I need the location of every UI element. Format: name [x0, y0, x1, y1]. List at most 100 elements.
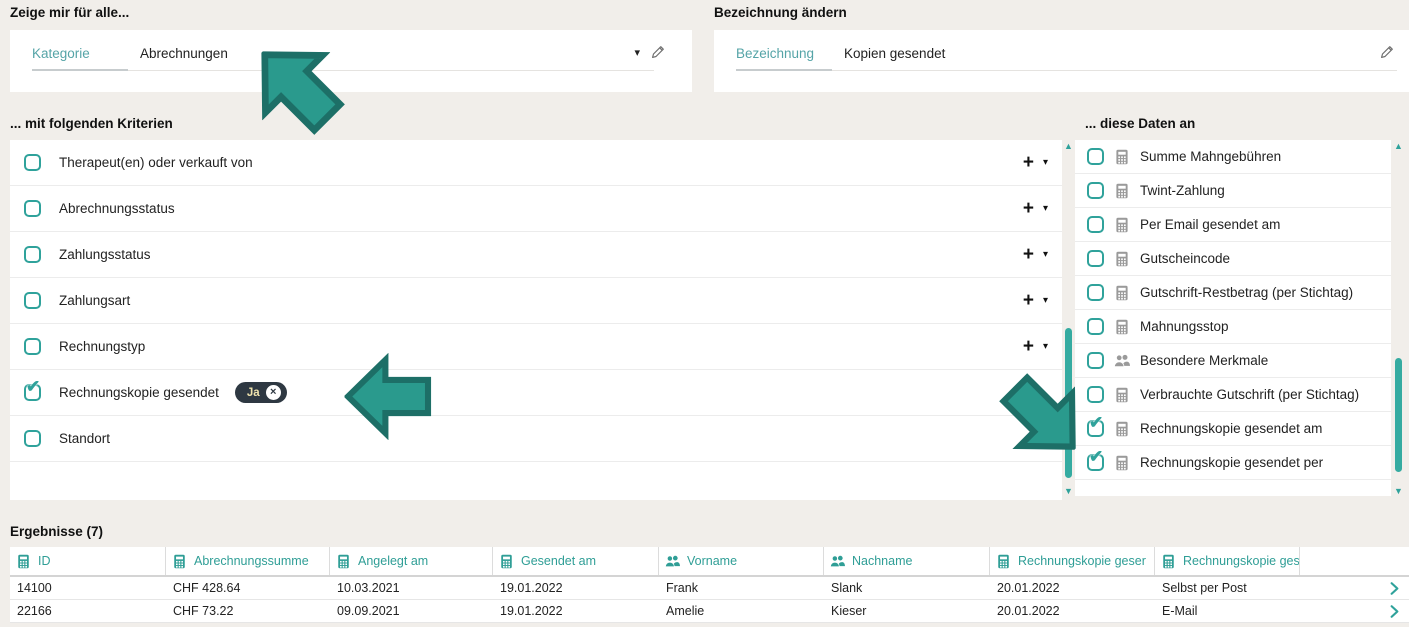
column-header-empty: [1300, 547, 1409, 575]
scroll-down-icon[interactable]: ▼: [1064, 486, 1073, 496]
data-field-label: Summe Mahngebühren: [1140, 149, 1282, 164]
data-field-row[interactable]: ✔ Gutschrift-Restbetrag (per Stichtag): [1075, 276, 1391, 310]
data-field-checkbox[interactable]: ✔: [1087, 318, 1104, 335]
rename-card: Bezeichnung Kopien gesendet: [714, 30, 1409, 92]
category-edit-pencil-icon[interactable]: [650, 44, 666, 60]
criteria-checkbox[interactable]: ✔: [24, 430, 41, 447]
criteria-row[interactable]: ✔ Abrechnungsstatus + ▾: [10, 186, 1062, 232]
scrollbar-thumb[interactable]: [1395, 358, 1402, 472]
criteria-row[interactable]: ✔ Zahlungsstatus + ▾: [10, 232, 1062, 278]
cell-sum: CHF 428.64: [173, 581, 241, 595]
data-field-label: Rechnungskopie gesendet am: [1140, 421, 1323, 436]
data-field-checkbox-checked[interactable]: ✔: [1087, 413, 1104, 437]
cell-sum: CHF 73.22: [173, 604, 234, 618]
calculator-icon: [1114, 455, 1130, 471]
calculator-icon: [996, 554, 1011, 569]
open-row-chevron-icon[interactable]: [1388, 605, 1401, 618]
add-criterion-button[interactable]: +: [1022, 198, 1034, 219]
cell-copy-sent-via: Selbst per Post: [1162, 581, 1247, 595]
category-value[interactable]: Abrechnungen: [140, 46, 228, 61]
criteria-checkbox[interactable]: ✔: [24, 200, 41, 217]
data-fields-panel: ✔ Summe Mahngebühren ✔ Twint-Zahlung ✔ P…: [1075, 140, 1391, 496]
calculator-icon: [499, 554, 514, 569]
scrollbar-thumb[interactable]: [1065, 328, 1072, 478]
criteria-label: Zahlungsstatus: [59, 247, 151, 262]
data-field-checkbox[interactable]: ✔: [1087, 148, 1104, 165]
data-field-checkbox-checked[interactable]: ✔: [1087, 447, 1104, 471]
data-field-label: Gutscheincode: [1140, 251, 1231, 266]
data-field-checkbox[interactable]: ✔: [1087, 386, 1104, 403]
criteria-checkbox[interactable]: ✔: [24, 338, 41, 355]
data-field-checkbox[interactable]: ✔: [1087, 182, 1104, 199]
criterion-options-caret-icon[interactable]: ▾: [1042, 203, 1048, 214]
data-field-row-selected[interactable]: ✔ Rechnungskopie gesendet am: [1075, 412, 1391, 446]
scroll-up-icon[interactable]: ▲: [1064, 141, 1073, 151]
data-field-checkbox[interactable]: ✔: [1087, 284, 1104, 301]
criteria-label: Rechnungstyp: [59, 339, 146, 354]
criteria-checkbox[interactable]: ✔: [24, 154, 41, 171]
criteria-panel: ✔ Therapeut(en) oder verkauft von + ▾ ✔ A…: [10, 140, 1062, 500]
result-row[interactable]: 22166 CHF 73.22 09.09.2021 19.01.2022 Am…: [10, 600, 1409, 623]
data-field-row[interactable]: ✔ Besondere Merkmale: [1075, 344, 1391, 378]
cell-lastname: Slank: [831, 581, 863, 595]
data-field-row[interactable]: ✔ Verbrauchte Gutschrift (per Stichtag): [1075, 378, 1391, 412]
cell-lastname: Kieser: [831, 604, 867, 618]
criteria-label: Zahlungsart: [59, 293, 131, 308]
criteria-checkbox-checked[interactable]: ✔: [24, 377, 41, 401]
data-field-row-selected[interactable]: ✔ Rechnungskopie gesendet per: [1075, 446, 1391, 480]
scroll-up-icon[interactable]: ▲: [1394, 141, 1403, 151]
data-field-label: Mahnungsstop: [1140, 319, 1229, 334]
criteria-checkbox[interactable]: ✔: [24, 246, 41, 263]
data-field-row[interactable]: ✔ Mahnungsstop: [1075, 310, 1391, 344]
show-for-all-title: Zeige mir für alle...: [10, 5, 130, 20]
column-header: Gesendet am: [493, 547, 659, 575]
criteria-scrollbar[interactable]: ▲ ▼: [1064, 140, 1073, 496]
category-field-underline: [128, 70, 654, 71]
data-field-checkbox[interactable]: ✔: [1087, 352, 1104, 369]
criteria-checkbox[interactable]: ✔: [24, 292, 41, 309]
add-criterion-button[interactable]: +: [1022, 290, 1034, 311]
criteria-label: Abrechnungsstatus: [59, 201, 175, 216]
criterion-options-caret-icon[interactable]: ▾: [1042, 341, 1048, 352]
criteria-row[interactable]: ✔ Zahlungsart + ▾: [10, 278, 1062, 324]
result-row[interactable]: 14100 CHF 428.64 10.03.2021 19.01.2022 F…: [10, 577, 1409, 600]
calculator-icon: [1161, 554, 1176, 569]
open-row-chevron-icon[interactable]: [1388, 582, 1401, 595]
category-dropdown-caret-icon[interactable]: ▾: [634, 47, 640, 59]
data-field-label: Rechnungskopie gesendet per: [1140, 455, 1324, 470]
data-field-row[interactable]: ✔ Summe Mahngebühren: [1075, 140, 1391, 174]
data-fields-scrollbar[interactable]: ▲ ▼: [1394, 140, 1403, 496]
data-field-label: Besondere Merkmale: [1140, 353, 1269, 368]
category-label-underline: [32, 69, 128, 71]
column-header: Angelegt am: [330, 547, 493, 575]
designation-edit-pencil-icon[interactable]: [1379, 44, 1395, 60]
criteria-row[interactable]: ✔ Rechnungstyp + ▾: [10, 324, 1062, 370]
data-field-label: Per Email gesendet am: [1140, 217, 1281, 232]
criteria-label: Rechnungskopie gesendet: [59, 385, 219, 400]
data-field-checkbox[interactable]: ✔: [1087, 250, 1104, 267]
cell-sent: 19.01.2022: [500, 604, 563, 618]
criteria-row[interactable]: ✔ Standort: [10, 416, 1062, 462]
data-field-row[interactable]: ✔ Twint-Zahlung: [1075, 174, 1391, 208]
add-criterion-button[interactable]: +: [1022, 152, 1034, 173]
results-header-row: ID Abrechnungssumme Angelegt am Gesendet…: [10, 547, 1409, 577]
criterion-options-caret-icon[interactable]: ▾: [1042, 249, 1048, 260]
badge-remove-icon[interactable]: ×: [265, 385, 281, 400]
criteria-row[interactable]: ✔ Therapeut(en) oder verkauft von + ▾: [10, 140, 1062, 186]
criteria-value-badge: Ja ×: [234, 382, 287, 403]
criterion-options-caret-icon[interactable]: ▾: [1042, 295, 1048, 306]
calculator-icon: [1114, 251, 1130, 267]
criteria-label: Standort: [59, 431, 111, 446]
column-header: Nachname: [824, 547, 990, 575]
add-criterion-button[interactable]: +: [1022, 336, 1034, 357]
designation-value[interactable]: Kopien gesendet: [844, 46, 946, 61]
scroll-down-icon[interactable]: ▼: [1394, 486, 1403, 496]
data-field-row[interactable]: ✔ Per Email gesendet am: [1075, 208, 1391, 242]
category-card: Kategorie Abrechnungen ▾: [10, 30, 692, 92]
add-criterion-button[interactable]: +: [1022, 244, 1034, 265]
calculator-icon: [1114, 285, 1130, 301]
criteria-row-active[interactable]: ✔ Rechnungskopie gesendet Ja ×: [10, 370, 1062, 416]
data-field-row[interactable]: ✔ Gutscheincode: [1075, 242, 1391, 276]
criterion-options-caret-icon[interactable]: ▾: [1042, 157, 1048, 168]
data-field-checkbox[interactable]: ✔: [1087, 216, 1104, 233]
